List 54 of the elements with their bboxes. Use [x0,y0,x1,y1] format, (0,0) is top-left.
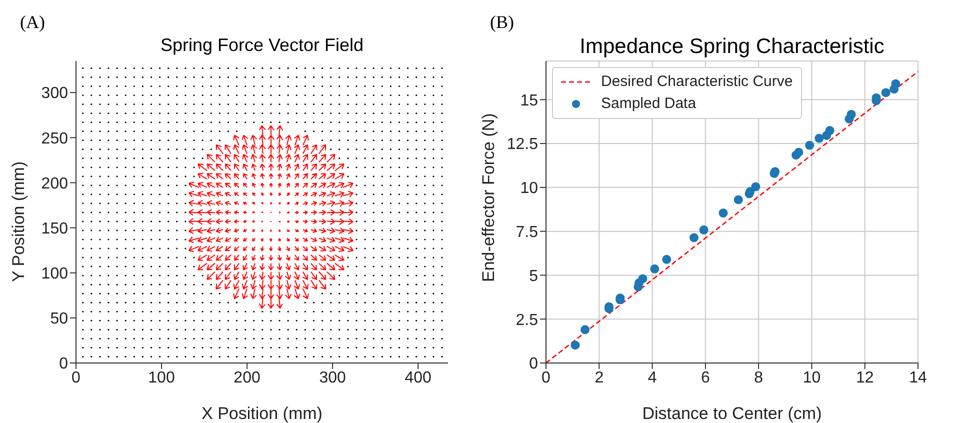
point [794,148,804,157]
x-tick-label: 14 [909,369,927,386]
x-axis-title: Distance to Center (cm) [642,404,822,423]
x-tick-label: 6 [700,369,710,386]
x-tick-label: 4 [648,369,657,386]
x-tick-label: 0 [542,369,551,386]
y-tick-label: 250 [41,130,68,148]
point [734,195,743,204]
x-tick-label: 12 [856,369,874,386]
point [699,225,708,234]
y-tick-label: 12.5 [506,136,538,154]
y-tick-label: 2.5 [516,312,538,329]
y-tick-label: 300 [41,85,68,102]
legend-label: Sampled Data [601,94,696,114]
y-tick-label: 50 [50,310,68,328]
point [570,340,580,350]
y-tick-label: 0 [59,356,68,373]
point [846,110,856,119]
point [638,274,648,284]
point [718,208,728,218]
point [662,254,672,264]
point [891,79,900,88]
y-axis-title: Y Position (mm) [9,161,28,282]
text: (A) [20,12,45,33]
y-tick-label: 100 [41,266,68,283]
x-tick-label: 300 [319,369,346,386]
point [825,126,834,136]
y-tick-label: 10 [520,180,538,198]
x-axis-title: X Position (mm) [202,404,322,423]
y-tick-label: 200 [41,175,68,192]
point [689,233,699,242]
legend-label: Desired Characteristic Curve [601,72,793,92]
x-tick-label: 100 [148,369,175,386]
y-axis-title: End-effector Force (N) [479,113,498,282]
y-tick-label: 5 [529,268,538,285]
point [580,325,590,334]
y-tick-label: 150 [41,220,68,238]
x-tick-label: 0 [72,369,81,386]
x-tick-label: 10 [802,369,821,386]
chart-title: Spring Force Vector Field [159,35,365,56]
point [814,134,824,143]
x-tick-label: 2 [594,369,604,386]
x-tick-label: 400 [404,369,432,386]
x-tick-label: 200 [234,369,260,386]
text: (B) [490,12,514,33]
x-tick-label: 8 [754,369,764,386]
point [805,140,814,150]
y-tick-label: 7.5 [516,224,538,241]
y-tick-label: 0 [529,356,538,373]
point [881,88,890,98]
point [751,182,760,192]
chart-title: Impedance Spring Characteristic [578,35,886,59]
y-tick-label: 15 [520,92,538,110]
point [650,264,660,274]
